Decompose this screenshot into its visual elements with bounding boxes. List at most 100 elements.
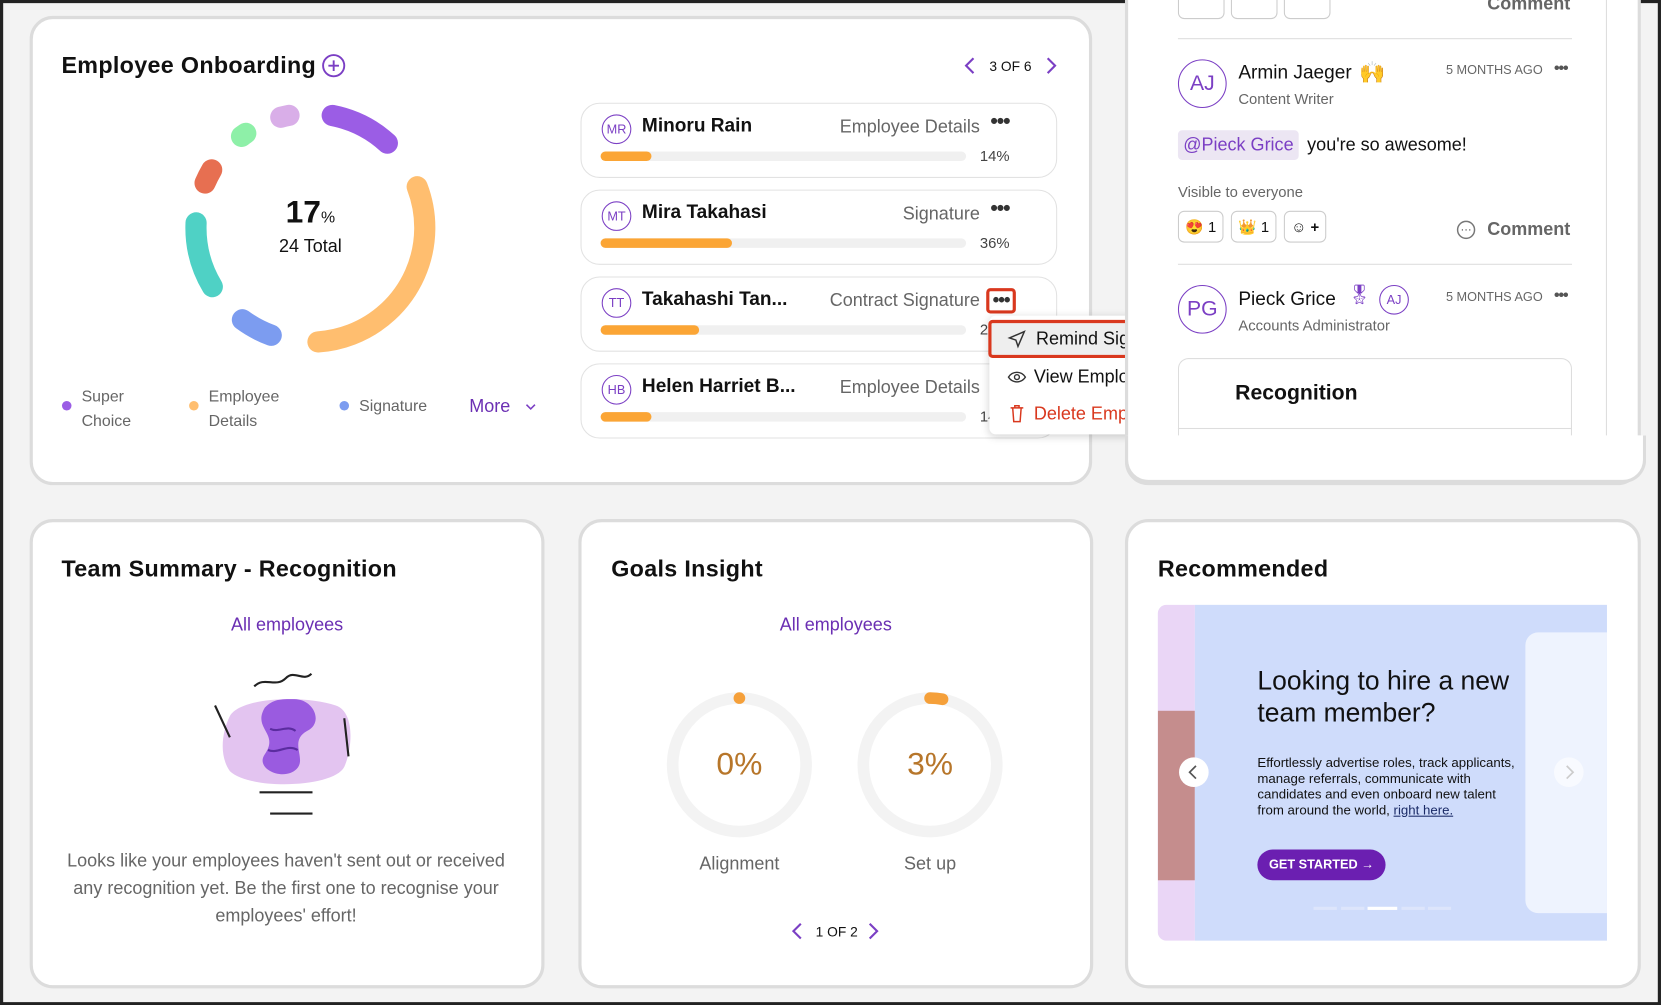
add-button[interactable] (321, 53, 346, 78)
post-time: 5 MONTHS AGO (1445, 289, 1543, 305)
progress-bar (600, 151, 652, 162)
slide-body: Effortlessly advertise roles, track appl… (1257, 755, 1522, 819)
row-menu[interactable]: ••• (990, 197, 1010, 221)
employee-stage: Contract Signature (829, 290, 980, 311)
ring-value: 0% (716, 746, 763, 782)
employee-row[interactable]: MR Minoru Rain Employee Details ••• 14% (580, 102, 1058, 178)
more-chevron[interactable] (524, 400, 537, 413)
filter[interactable]: All employees (779, 614, 892, 635)
scrollbar (1605, 0, 1607, 436)
body-link[interactable]: right here. (1393, 802, 1454, 818)
recognition-box (1177, 358, 1573, 444)
body-text: Effortlessly advertise roles, track appl… (1257, 755, 1515, 818)
prev-page[interactable] (962, 55, 979, 76)
center-label: 24 Total (278, 236, 342, 257)
post-menu[interactable]: ••• (1553, 286, 1569, 305)
progress-bar (600, 325, 700, 335)
avatar: MR (601, 114, 632, 145)
row-menu[interactable]: ••• (990, 110, 1010, 134)
progress-track (600, 151, 967, 162)
comment-button[interactable]: Comment (1487, 0, 1571, 14)
donut-segment (185, 102, 436, 353)
donut-segment (185, 102, 436, 353)
divider (1177, 427, 1573, 430)
avatar: AJ (1177, 59, 1227, 109)
reaction[interactable] (1283, 0, 1331, 20)
post-menu[interactable]: ••• (1553, 59, 1569, 78)
carousel-prev-slide (1157, 604, 1195, 941)
post-message: you're so awesome! (1307, 134, 1467, 155)
author-name: Pieck Grice (1238, 288, 1336, 310)
ring-progress (924, 692, 949, 706)
feed-card-bottom (1124, 435, 1647, 484)
donut-segment (185, 102, 436, 353)
center-unit: % (320, 208, 336, 227)
next-page[interactable] (864, 921, 881, 942)
legend-dot (339, 400, 350, 411)
reaction[interactable] (1177, 0, 1225, 20)
goal-rings (666, 692, 1003, 838)
avatar: MT (601, 201, 632, 231)
reaction[interactable]: 👑 1 (1230, 210, 1277, 243)
employee-stage: Employee Details (839, 116, 980, 137)
card-title: Recommended (1157, 555, 1329, 582)
employee-row[interactable]: HB Helen Harriet B... Employee Details •… (580, 363, 1058, 439)
badge-icon: 🎖 (1347, 283, 1372, 306)
get-started-button[interactable]: GET STARTED → (1257, 849, 1386, 881)
employee-row[interactable]: MT Mira Takahasi Signature ••• 36% (580, 189, 1058, 265)
comment-icon (1456, 220, 1476, 240)
avatar: HB (601, 374, 632, 405)
employee-stage: Employee Details (839, 377, 980, 398)
employee-stage: Signature (902, 203, 980, 224)
comment-button[interactable]: Comment (1487, 219, 1571, 240)
carousel-next[interactable] (1553, 756, 1585, 788)
send-icon (1007, 330, 1026, 349)
progress-track (600, 325, 967, 335)
reaction[interactable] (1230, 0, 1278, 20)
badge-icon: 🙌 (1359, 61, 1386, 85)
pager: 3 OF 6 (989, 58, 1032, 75)
visibility: Visible to everyone (1177, 183, 1303, 201)
row-menu[interactable]: ••• (986, 288, 1016, 314)
photo (1157, 710, 1195, 881)
illustration (214, 672, 351, 815)
next-page[interactable] (1042, 55, 1059, 76)
mention[interactable]: @Pieck Grice (1177, 130, 1299, 160)
divider (1177, 263, 1573, 265)
more-button[interactable]: More (469, 396, 511, 417)
employee-name: Minoru Rain (641, 114, 753, 136)
author-name: Armin Jaeger (1238, 61, 1352, 83)
add-reaction[interactable]: ☺ + (1283, 210, 1327, 243)
empty-message: Looks like your employees haven't sent o… (67, 850, 505, 926)
legend-dot (189, 400, 199, 411)
avatar: TT (601, 288, 632, 318)
prev-page[interactable] (789, 921, 806, 942)
ring-value: 3% (907, 746, 954, 782)
employee-name: Takahashi Tan... (641, 288, 788, 310)
avatar: PG (1177, 284, 1227, 334)
carousel-dots (1313, 906, 1452, 910)
progress-label: 14% (979, 147, 1010, 165)
post-time: 5 MONTHS AGO (1445, 62, 1543, 78)
employee-name: Mira Takahasi (641, 201, 767, 223)
progress-bar (600, 412, 652, 422)
recognition-title: Recognition (1235, 381, 1358, 405)
author-role: Accounts Administrator (1238, 316, 1390, 334)
slide-headline: Looking to hire a new team member? (1257, 666, 1510, 728)
carousel-prev[interactable] (1178, 756, 1210, 788)
filter[interactable]: All employees (231, 614, 344, 635)
reaction-count: 1 (1207, 218, 1217, 236)
employee-row[interactable]: TT Takahashi Tan... Contract Signature •… (580, 276, 1058, 352)
card-title: Team Summary - Recognition (61, 555, 397, 582)
legend-label: Employee Details (208, 387, 280, 431)
ring-label: Alignment (699, 853, 780, 874)
reaction[interactable]: 😍 1 (1177, 210, 1224, 243)
card-title: Goals Insight (611, 555, 763, 582)
center-number: 17 (285, 194, 321, 230)
legend-label: Super Choice (81, 387, 132, 431)
progress-track (600, 238, 967, 248)
legend-dot (61, 400, 72, 411)
pager: 1 OF 2 (815, 923, 858, 940)
